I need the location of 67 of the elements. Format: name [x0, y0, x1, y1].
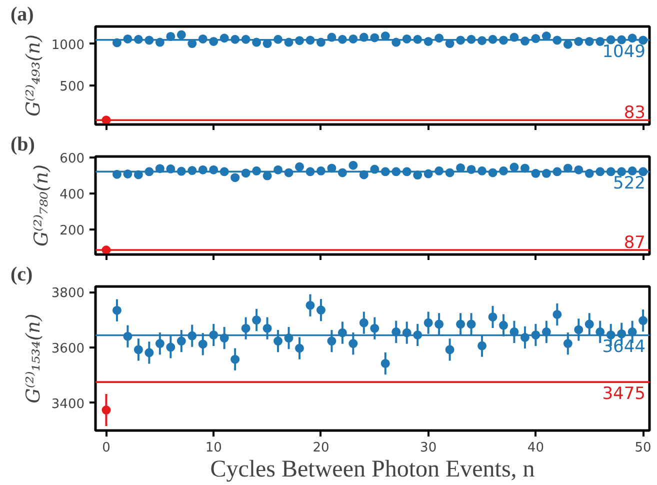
point — [102, 406, 111, 414]
point — [316, 306, 326, 315]
point — [252, 316, 262, 324]
point — [166, 342, 176, 352]
ref-line-label: 522 — [613, 174, 646, 194]
ref-line-label: 3475 — [602, 384, 646, 404]
point — [274, 336, 283, 346]
ref-line-label: 1049 — [602, 42, 646, 62]
point — [638, 316, 648, 326]
point — [230, 173, 240, 182]
x-tick-label: 40 — [527, 440, 544, 456]
point — [370, 324, 380, 333]
point — [348, 160, 358, 170]
point — [262, 324, 272, 333]
y-tick-label: 3600 — [51, 341, 85, 356]
chart-title: (a) — [10, 4, 34, 26]
point — [241, 324, 250, 333]
point — [488, 312, 498, 322]
x-tick-label: 10 — [205, 440, 222, 456]
point — [327, 336, 336, 346]
x-tick-label: 30 — [420, 440, 437, 456]
point — [144, 348, 154, 358]
y-tick-label: 1000 — [51, 38, 85, 53]
point — [584, 320, 594, 329]
point — [456, 320, 466, 329]
x-tick-label: 0 — [102, 440, 110, 456]
point — [134, 345, 143, 354]
point — [176, 30, 186, 40]
point — [552, 310, 562, 319]
point — [198, 340, 208, 349]
point — [155, 339, 164, 348]
point — [230, 354, 240, 364]
point — [434, 320, 444, 329]
x-tick-label: 20 — [312, 440, 330, 456]
ref-line-label: 87 — [624, 232, 646, 253]
point — [176, 336, 186, 346]
point — [294, 162, 304, 172]
x-axis-title: Cycles Between Photon Events, n — [210, 456, 535, 482]
x-tick-label: 50 — [634, 440, 652, 456]
point — [498, 320, 508, 330]
chart-title: (c) — [10, 264, 33, 286]
point — [445, 345, 454, 354]
point — [574, 325, 584, 334]
point — [359, 318, 368, 328]
point — [348, 339, 358, 348]
point — [424, 318, 433, 328]
y-axis-title: G⁽²⁾₁₅₃₄(n) — [22, 314, 44, 404]
ref-line-label: 83 — [624, 103, 646, 124]
point — [466, 320, 476, 329]
point — [380, 358, 390, 368]
y-tick-label: 600 — [60, 152, 85, 167]
y-axis-title: G⁽²⁾₇₈₀(n) — [30, 164, 53, 247]
point — [563, 40, 572, 49]
point — [306, 300, 315, 310]
point — [478, 341, 487, 350]
ref-line-label: 3644 — [602, 337, 646, 358]
point — [563, 339, 572, 348]
y-tick-label: 3800 — [51, 286, 85, 302]
y-tick-label: 200 — [60, 224, 85, 239]
y-tick-label: 3400 — [51, 396, 85, 412]
y-tick-label: 400 — [60, 188, 85, 203]
point — [112, 306, 122, 315]
point — [510, 162, 519, 172]
y-axis-title: G⁽²⁾₄₉₃(n) — [22, 34, 44, 117]
y-tick-label: 500 — [60, 79, 85, 94]
point — [294, 344, 304, 353]
chart-title: (b) — [10, 134, 35, 156]
